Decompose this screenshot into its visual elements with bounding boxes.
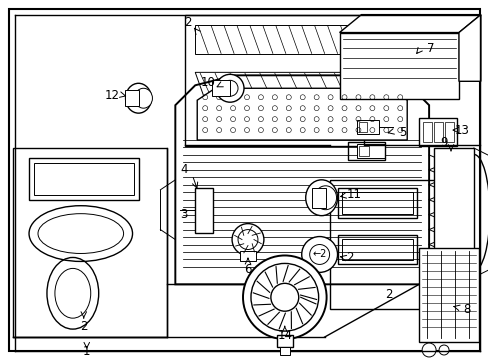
Bar [418,118,456,146]
Text: 1: 1 [83,345,90,357]
Ellipse shape [232,224,264,256]
Text: 5: 5 [399,126,406,139]
Text: 8: 8 [462,303,469,316]
Text: 14: 14 [277,329,292,342]
Text: 2: 2 [345,251,352,264]
Bar [34,163,133,195]
Bar [433,122,442,142]
Polygon shape [458,15,480,81]
Ellipse shape [243,256,326,339]
Text: 3: 3 [180,208,187,221]
Bar [124,90,138,106]
Text: 2: 2 [184,16,192,29]
Ellipse shape [421,343,435,357]
Polygon shape [197,88,407,140]
Ellipse shape [250,264,318,331]
Bar [341,192,412,214]
Bar [357,120,379,134]
Bar [195,188,213,233]
Text: 7: 7 [427,42,434,55]
Bar [357,144,385,158]
Bar [337,188,416,218]
Text: 4: 4 [180,163,188,176]
Ellipse shape [222,80,238,96]
Bar [212,80,229,96]
Ellipse shape [438,345,448,355]
Ellipse shape [238,230,257,249]
Bar [359,122,366,132]
Ellipse shape [216,74,244,102]
Bar [240,252,255,261]
Ellipse shape [301,237,337,273]
Ellipse shape [270,283,298,311]
Ellipse shape [305,180,337,216]
Bar [418,248,478,342]
Polygon shape [175,75,428,284]
Text: 11: 11 [346,188,361,201]
Text: 12: 12 [105,89,120,102]
Bar [201,111,220,119]
Text: 13: 13 [453,123,468,136]
Bar [29,158,138,200]
Bar [339,32,458,99]
Bar [433,148,473,277]
Bar [341,239,412,260]
Text: 10: 10 [201,76,215,89]
Ellipse shape [134,88,152,108]
Bar [311,188,325,208]
Bar [13,148,167,337]
Bar [444,122,453,142]
Bar [422,122,431,142]
Ellipse shape [309,244,329,265]
Bar [329,180,443,309]
Ellipse shape [314,186,336,210]
Bar [359,146,368,156]
Polygon shape [339,15,480,32]
Text: ←2: ←2 [312,249,326,260]
Ellipse shape [125,83,151,113]
Bar [337,235,416,265]
Text: 6: 6 [244,263,251,276]
Bar [198,108,223,122]
Bar [185,15,364,146]
Text: 2: 2 [80,320,87,333]
Bar [279,347,289,355]
Text: 2: 2 [385,288,392,301]
Text: 9: 9 [439,135,447,149]
Bar [276,335,292,347]
Bar [347,142,385,160]
